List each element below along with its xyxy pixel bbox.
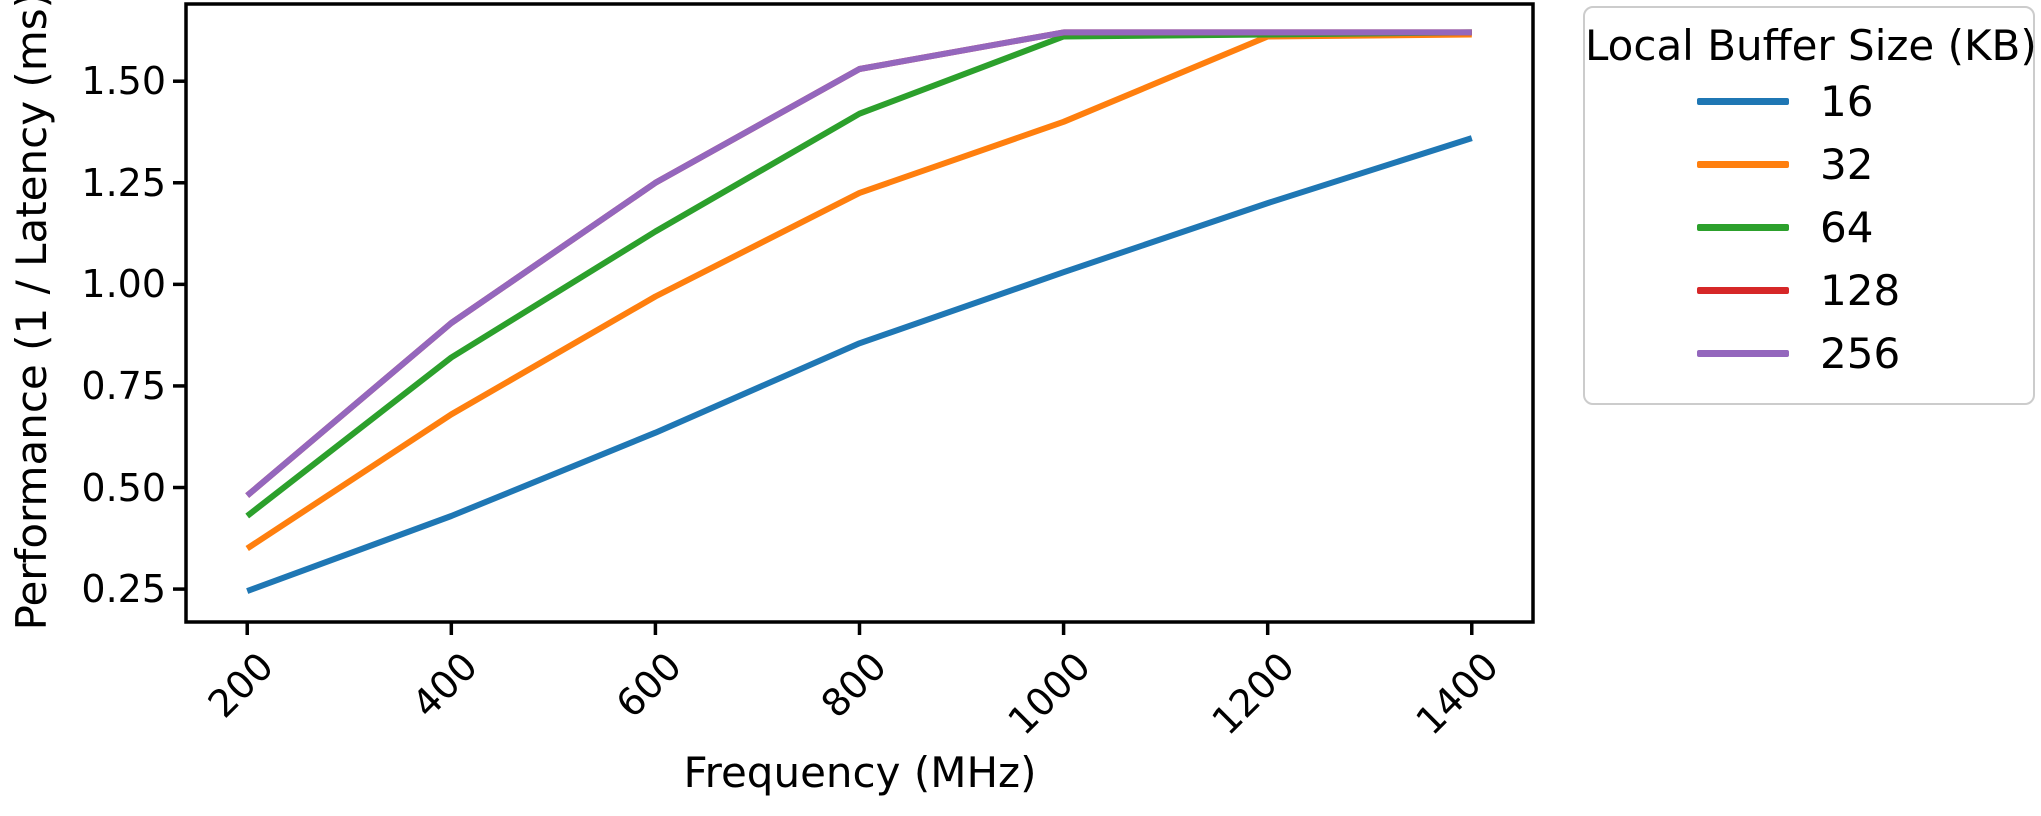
legend-label-32: 32 xyxy=(1820,139,1874,189)
legend-swatch-256 xyxy=(1697,350,1789,358)
legend-label-256: 256 xyxy=(1820,328,1901,378)
series-line-64 xyxy=(245,29,1472,519)
legend-title: Local Buffer Size (KB) xyxy=(1585,21,2037,70)
legend-swatch-16 xyxy=(1697,98,1789,106)
y-axis-label: Performance (1 / Latency (ms)) xyxy=(7,0,56,631)
axes-spines xyxy=(184,2,1535,624)
legend-label-16: 16 xyxy=(1820,76,1874,126)
legend-label-64: 64 xyxy=(1820,202,1874,252)
legend-entry-64: 64 xyxy=(1585,196,2033,259)
legend-swatch-64 xyxy=(1697,224,1789,232)
legend-entry-16: 16 xyxy=(1585,70,2033,133)
y-tick-label-1.25: 1.25 xyxy=(81,160,166,205)
legend-entry-256: 256 xyxy=(1585,322,2033,385)
legend-label-128: 128 xyxy=(1820,265,1901,315)
series-line-256 xyxy=(245,29,1472,498)
legend-entries: 16 32 64 128 256 xyxy=(1585,70,2033,385)
y-tick-label-0.50: 0.50 xyxy=(81,465,166,510)
y-tick-label-0.25: 0.25 xyxy=(81,567,166,612)
legend-swatch-128 xyxy=(1697,287,1789,295)
y-tick-label-1.00: 1.00 xyxy=(81,262,166,307)
x-axis-label: Frequency (MHz) xyxy=(683,748,1037,797)
legend-entry-128: 128 xyxy=(1585,259,2033,322)
y-tick-label-0.75: 0.75 xyxy=(81,363,166,408)
legend-entry-32: 32 xyxy=(1585,133,2033,196)
y-tick-label-1.50: 1.50 xyxy=(81,59,166,104)
series-line-16 xyxy=(246,135,1473,594)
legend-swatch-32 xyxy=(1697,161,1789,169)
legend: Local Buffer Size (KB) 16 32 64 128 256 xyxy=(1583,6,2037,406)
